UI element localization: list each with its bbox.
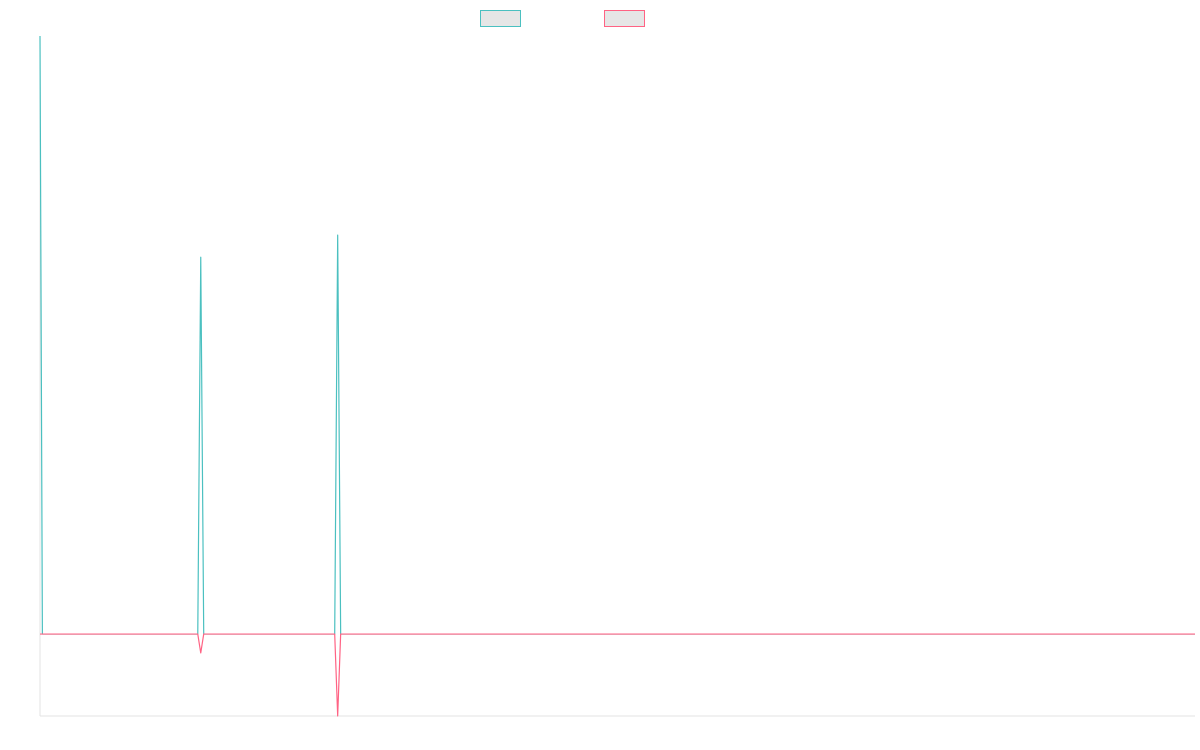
- legend-item-1[interactable]: [480, 10, 521, 27]
- series-layer: [39, 35, 1195, 717]
- legend-item-2[interactable]: [604, 10, 645, 27]
- series-line-2: [40, 633, 1195, 717]
- legend-swatch-2[interactable]: [604, 10, 645, 27]
- series-line-1: [39, 35, 1195, 635]
- axes: [39, 36, 1195, 717]
- legend-swatch-1[interactable]: [480, 10, 521, 27]
- legend[interactable]: [480, 10, 645, 27]
